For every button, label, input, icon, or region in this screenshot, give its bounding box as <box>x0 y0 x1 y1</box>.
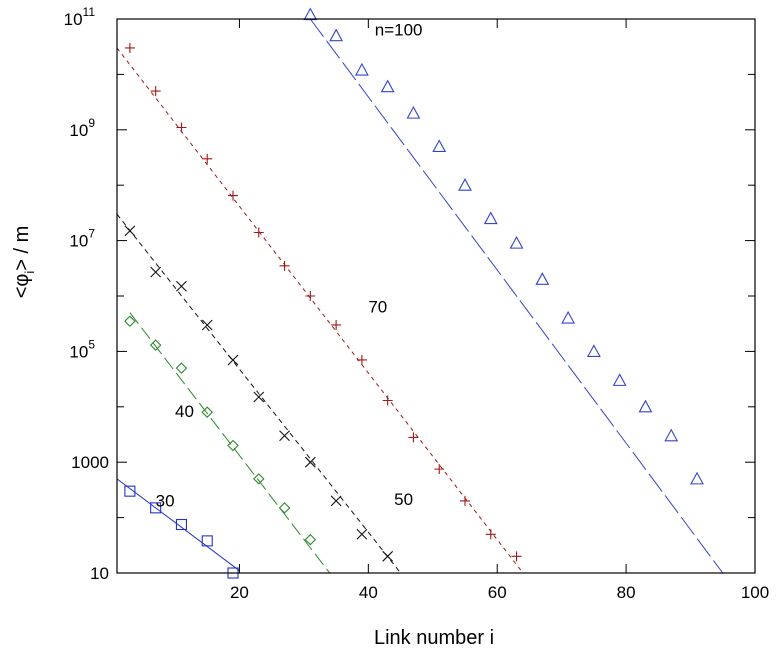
data-point-triangle <box>612 373 627 386</box>
data-point-x <box>253 391 265 403</box>
plot-frame <box>116 18 756 574</box>
series-70: 70 <box>116 42 524 574</box>
data-point-x <box>227 354 239 366</box>
data-point-diamond <box>278 502 291 514</box>
series-40: 40 <box>124 312 331 574</box>
y-axis-title: <φi> / m <box>11 226 37 299</box>
data-point-triangle <box>406 105 421 119</box>
data-point-diamond <box>252 473 265 485</box>
data-point-x <box>279 430 290 442</box>
x-tick-label: 20 <box>230 583 249 602</box>
series-label: 70 <box>368 298 387 317</box>
series-fit-line <box>116 47 524 574</box>
series-label: 50 <box>394 490 413 509</box>
data-point-x <box>356 528 368 540</box>
x-axis: 20 40 60 80 100 <box>230 19 769 602</box>
y-tick-label: 1011 <box>64 5 96 29</box>
data-point-square <box>150 502 162 514</box>
y-tick-label: 105 <box>69 337 95 361</box>
series-n-100: n=100 <box>303 7 724 574</box>
data-point-triangle <box>354 62 369 76</box>
data-point-plus <box>511 551 522 562</box>
data-point-x <box>382 550 394 562</box>
series-fit-line <box>309 18 724 574</box>
data-point-triangle <box>483 211 498 225</box>
data-point-x <box>150 266 162 278</box>
data-point-plus <box>253 227 264 238</box>
x-tick-label: 100 <box>741 583 769 602</box>
data-point-triangle <box>303 7 318 21</box>
data-point-diamond <box>124 315 136 328</box>
data-point-diamond <box>175 362 188 374</box>
data-point-square <box>175 518 187 531</box>
data-point-plus <box>485 529 496 540</box>
data-point-triangle <box>690 471 704 485</box>
data-point-triangle <box>638 399 653 413</box>
data-point-triangle <box>664 428 679 442</box>
data-point-x <box>176 280 187 292</box>
series-label: n=100 <box>375 21 423 40</box>
data-point-square <box>124 485 136 497</box>
data-point-diamond <box>149 339 162 351</box>
data-point-triangle <box>535 272 550 285</box>
data-point-diamond <box>227 439 239 452</box>
data-point-plus <box>331 319 342 330</box>
series-fit-line <box>129 312 331 574</box>
y-axis: 10 1000 105 107 109 1011 <box>64 5 755 583</box>
data-point-plus <box>382 395 393 406</box>
data-point-diamond <box>201 406 214 418</box>
data-point-triangle <box>509 235 524 249</box>
x-tick-label: 80 <box>617 583 636 602</box>
series-50: 50 <box>116 213 413 574</box>
y-tick-label: 107 <box>69 227 95 251</box>
data-point-square <box>201 535 213 547</box>
y-tick-label: 109 <box>69 116 95 140</box>
x-tick-label: 40 <box>359 583 378 602</box>
series-fit-line <box>116 478 240 572</box>
series-layer: 30 40 50 70 n=100 <box>116 7 724 579</box>
data-point-plus <box>305 291 316 301</box>
data-point-plus <box>150 86 161 97</box>
data-point-triangle <box>458 178 472 191</box>
data-point-x <box>304 456 316 468</box>
y-axis-title-tail: > / m <box>11 226 33 271</box>
data-point-plus <box>176 122 187 133</box>
data-point-triangle <box>432 139 447 153</box>
data-point-triangle <box>586 344 601 357</box>
data-point-plus <box>434 464 445 475</box>
data-point-triangle <box>380 79 395 93</box>
series-30: 30 <box>116 478 240 579</box>
data-point-plus <box>228 190 238 201</box>
data-point-plus <box>460 495 470 506</box>
data-point-triangle <box>561 310 576 324</box>
data-point-x <box>201 319 213 331</box>
data-point-x <box>330 495 342 507</box>
y-tick-label: 1000 <box>71 453 109 472</box>
x-axis-title: Link number i <box>374 627 494 649</box>
data-point-plus <box>202 153 213 164</box>
data-point-triangle <box>329 28 344 42</box>
data-point-x <box>124 225 136 237</box>
data-point-plus <box>408 432 419 443</box>
series-label: 30 <box>156 491 175 510</box>
data-point-plus <box>356 354 367 365</box>
y-axis-title-main: <φ <box>11 274 33 299</box>
series-fit-line <box>116 213 401 574</box>
y-axis-title-subscript: i <box>22 271 37 274</box>
series-label: 40 <box>175 402 194 421</box>
y-tick-label: 10 <box>90 564 109 583</box>
x-tick-label: 60 <box>488 583 507 602</box>
data-point-diamond <box>304 533 317 546</box>
data-point-plus <box>279 260 290 271</box>
data-point-plus <box>124 42 135 53</box>
